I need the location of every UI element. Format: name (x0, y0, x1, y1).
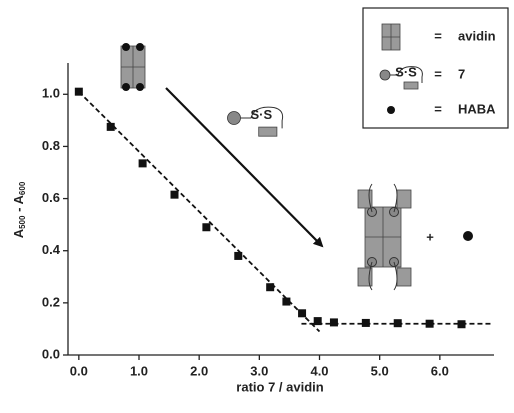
avidin-icon (364, 206, 402, 268)
point (138, 159, 147, 168)
ligand-head (379, 69, 391, 81)
legend-separator: = (434, 66, 442, 81)
y-label-sub: 500 (18, 215, 27, 229)
y-label-part: A (11, 228, 26, 238)
avidin-icon (381, 23, 401, 51)
x-tick-label: 3.0 (250, 363, 268, 378)
ligand-tail (403, 81, 419, 90)
disulfide-label: S·S (250, 107, 272, 122)
ligand-tail (357, 189, 373, 209)
haba-dot (136, 43, 144, 51)
point (393, 319, 402, 328)
ligand-head (227, 111, 241, 125)
plus-sign: + (426, 229, 434, 244)
y-label-sub: 600 (18, 181, 27, 195)
x-axis-label: ratio 7 / avidin (236, 379, 323, 394)
fit-line (78, 91, 321, 333)
point (266, 283, 275, 292)
y-tick-label: 0.2 (42, 294, 60, 309)
legend-label: avidin (458, 28, 496, 43)
haba-dot (122, 83, 130, 91)
ligand-tail (357, 267, 373, 287)
point (234, 251, 243, 260)
ligand-chain (240, 106, 284, 129)
y-tick-label: 0.8 (42, 138, 60, 153)
haba-dot (463, 231, 473, 241)
x-tick-label: 5.0 (371, 363, 389, 378)
point (313, 317, 322, 326)
x-tick-label: 2.0 (190, 363, 208, 378)
point (298, 309, 307, 318)
y-label-part: - A (11, 194, 26, 215)
ligand-icon: S·S (227, 106, 284, 137)
ligand-icon: S·S (379, 64, 423, 90)
y-tick-label: 0.4 (42, 242, 61, 257)
y-tick-label: 0.0 (42, 346, 60, 361)
point (457, 320, 466, 329)
avidin-icon (120, 45, 146, 89)
ligand-chain (368, 183, 398, 291)
point (361, 318, 370, 327)
haba-dot (387, 106, 395, 114)
legend-label: HABA (458, 101, 496, 116)
y-tick-label: 0.6 (42, 190, 60, 205)
ligand-chain (390, 66, 423, 83)
haba-dot (136, 83, 144, 91)
x-tick-label: 1.0 (130, 363, 148, 378)
legend-label: 7 (458, 66, 465, 81)
point (425, 319, 434, 328)
point (329, 318, 338, 327)
point (170, 190, 179, 199)
legend-separator: = (434, 101, 442, 116)
point (106, 122, 115, 131)
ligand-tail (396, 267, 412, 287)
arrow (165, 87, 324, 248)
x-tick-label: 4.0 (310, 363, 328, 378)
legend-separator: = (434, 28, 442, 43)
point (282, 297, 291, 306)
point (202, 223, 211, 232)
x-tick-label: 6.0 (431, 363, 449, 378)
ligand-tail (396, 189, 412, 209)
x-tick-label: 0.0 (70, 363, 88, 378)
haba-dot (122, 43, 130, 51)
ligand-tail (258, 126, 278, 137)
point (74, 87, 83, 96)
y-tick-label: 1.0 (42, 86, 60, 101)
disulfide-label: S·S (395, 64, 417, 79)
y-axis-label: A500 - A600 (11, 181, 27, 238)
